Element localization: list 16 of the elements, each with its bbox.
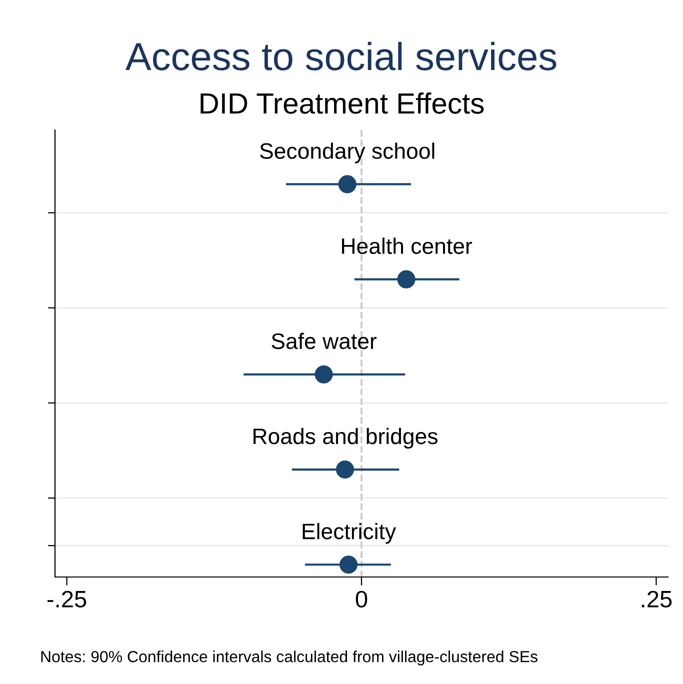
point xyxy=(336,460,354,479)
text: Notes: 90% Confidence intervals calculated from village-clustered SEs xyxy=(41,650,538,666)
y-tick-label: Secondary school xyxy=(260,142,434,164)
point xyxy=(340,556,358,574)
point xyxy=(314,365,333,384)
y-tick-label: Roads and bridges xyxy=(254,428,438,449)
y-tick-label: Health center xyxy=(342,238,472,254)
x-tick-label: 0 xyxy=(356,590,368,608)
point xyxy=(397,270,416,288)
x-tick-label: .25 xyxy=(642,590,672,608)
chart-subtitle: DID Treatment Effects xyxy=(200,92,484,114)
y-tick-label: Electricity xyxy=(302,522,396,544)
y-tick-label: Safe water xyxy=(272,332,377,350)
point xyxy=(338,175,356,194)
chart-title: Access to social services xyxy=(125,42,556,70)
x-tick-label: -.25 xyxy=(47,590,86,608)
